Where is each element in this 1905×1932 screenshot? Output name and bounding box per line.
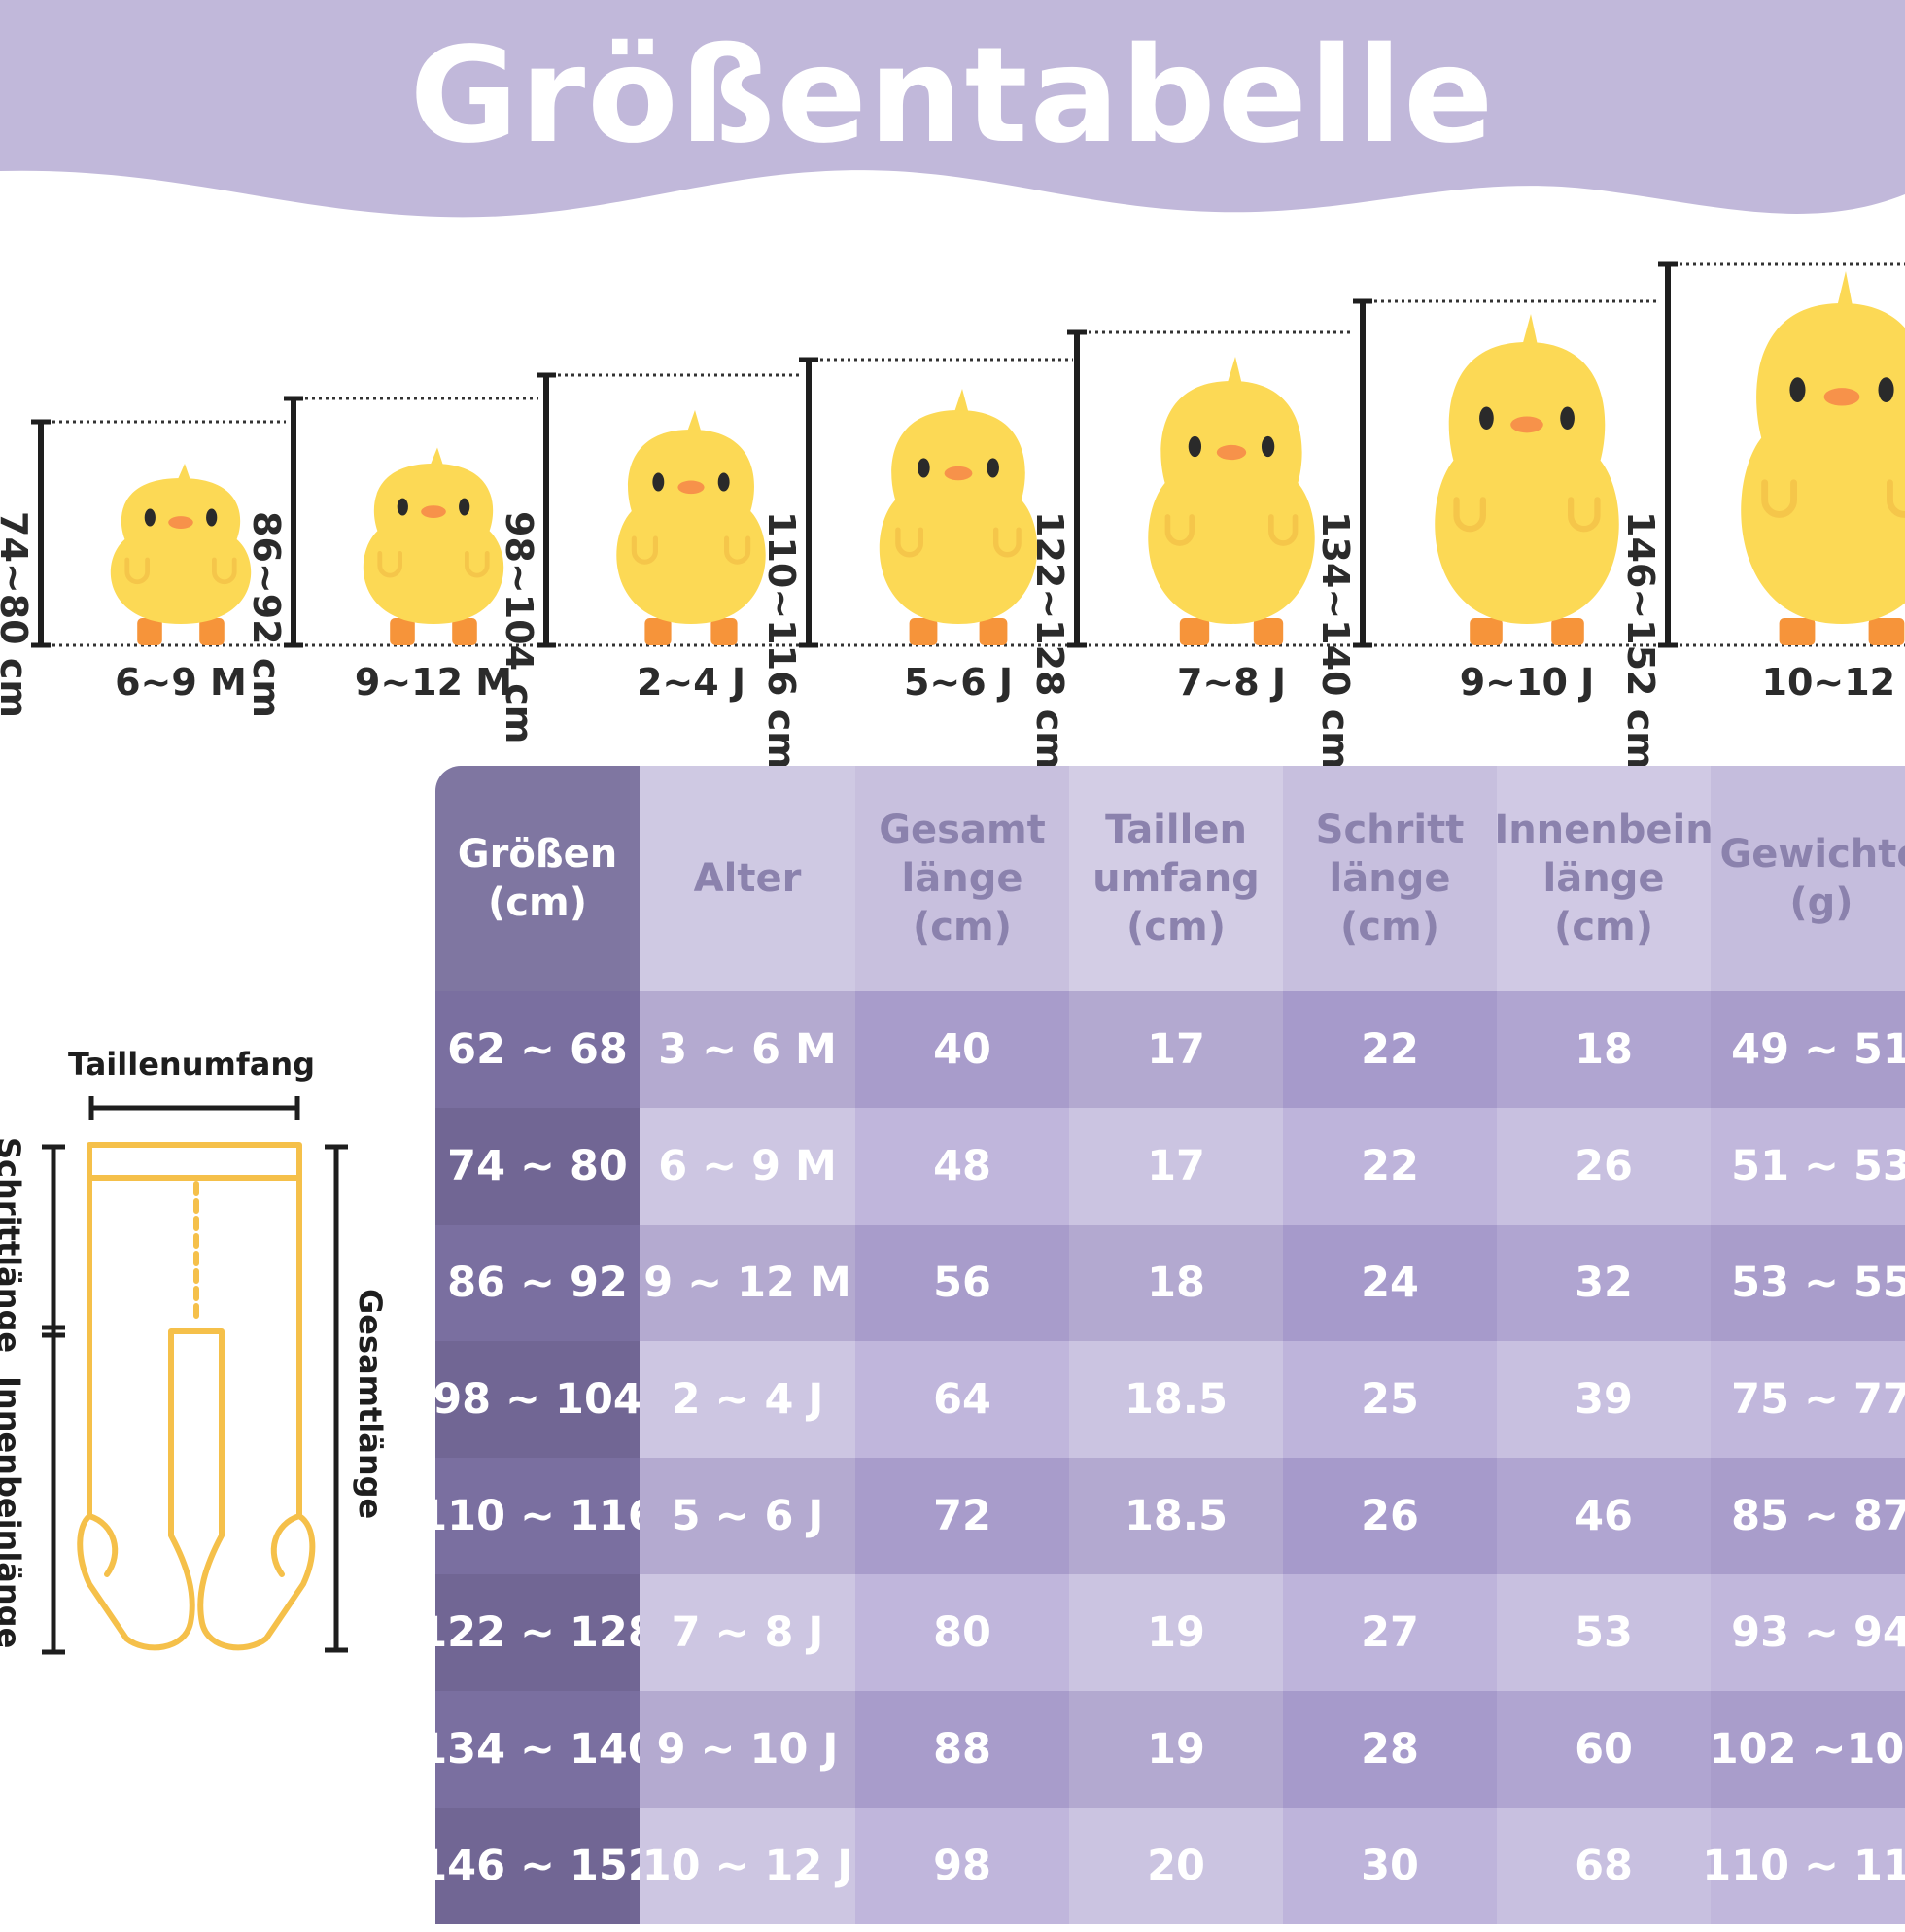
table-cell: 40	[855, 991, 1069, 1108]
table-cell: 6 ~ 9 M	[640, 1108, 855, 1225]
table-header-cell: Gewichte (g)	[1711, 766, 1905, 991]
chick-icon	[799, 357, 1073, 648]
table-header-cell: Alter	[640, 766, 855, 991]
table-cell: 39	[1497, 1341, 1711, 1458]
table-column: Taillen umfang (cm) 17 17 18 18.5 18.5 19 19 20	[1069, 766, 1283, 1932]
table-cell: 80	[855, 1574, 1069, 1691]
table-cell: 28	[1283, 1691, 1497, 1808]
table-column: Schritt länge (cm) 22 22 24 25 26 27 28 30	[1283, 766, 1497, 1932]
inseam-length-label: Innenbeinlänge	[0, 1376, 27, 1649]
table-cell: 20	[1069, 1808, 1283, 1924]
table-cell: 17	[1069, 991, 1283, 1108]
table-cell: 88	[855, 1691, 1069, 1808]
table-cell: 7 ~ 8 J	[640, 1574, 855, 1691]
chick-age-label: 5~6 J	[903, 661, 1014, 704]
table-column: Gesamt länge (cm) 40 48 56 64 72 80 88 98	[855, 766, 1069, 1932]
table-cell: 86 ~ 92	[435, 1225, 640, 1341]
header-banner: Größentabelle	[0, 0, 1905, 233]
table-cell: 30	[1283, 1808, 1497, 1924]
table-cell: 85 ~ 87	[1711, 1458, 1905, 1574]
table-column: Größen (cm) 62 ~ 68 74 ~ 80 86 ~ 92 98 ~ 104…	[435, 766, 657, 1932]
table-cell: 26	[1497, 1108, 1711, 1225]
chick-age-label: 9~10 J	[1459, 661, 1595, 704]
table-cell: 9 ~ 12 M	[640, 1225, 855, 1341]
table-cell: 48	[855, 1108, 1069, 1225]
total-length-label: Gesamtlänge	[352, 1289, 389, 1520]
table-cell: 19	[1069, 1691, 1283, 1808]
measurement-diagram: Taillenumfang Schrittlänge Innenbeinläng…	[0, 1046, 428, 1672]
table-cell: 2 ~ 4 J	[640, 1341, 855, 1458]
chick-icon	[537, 372, 801, 648]
table-column: Innenbein länge (cm) 18 26 32 39 46 53 60 68	[1494, 766, 1714, 1932]
table-cell: 18.5	[1069, 1458, 1283, 1574]
table-cell: 26	[1283, 1458, 1497, 1574]
chick-icon	[1067, 329, 1351, 648]
table-cell: 5 ~ 6 J	[640, 1458, 855, 1574]
table-cell: 72	[855, 1458, 1069, 1574]
table-cell: 74 ~ 80	[435, 1108, 640, 1225]
wavy-banner-shape	[0, 0, 1905, 218]
table-cell: 56	[855, 1225, 1069, 1341]
table-cell: 19	[1069, 1574, 1283, 1691]
table-cell: 64	[855, 1341, 1069, 1458]
table-cell: 3 ~ 6 M	[640, 991, 855, 1108]
table-cell: 17	[1069, 1108, 1283, 1225]
chick-age-label: 6~9 M	[115, 661, 247, 704]
chick-icon	[284, 396, 538, 648]
tights-diagram-graphic	[42, 1096, 348, 1655]
table-header-cell: Größen (cm)	[435, 766, 640, 991]
table-cell: 53	[1497, 1574, 1711, 1691]
chick-age-label: 10~12 J	[1761, 661, 1905, 704]
table-cell: 60	[1497, 1691, 1711, 1808]
table-cell: 75 ~ 77	[1711, 1341, 1905, 1458]
table-header-cell: Innenbein länge (cm)	[1494, 766, 1714, 991]
table-cell: 122 ~ 128	[435, 1574, 657, 1691]
table-cell: 98 ~ 104	[435, 1341, 642, 1458]
table-cell: 93 ~ 94	[1711, 1574, 1905, 1691]
chick-height-label: 146~152 cm	[1619, 511, 1662, 770]
table-cell: 22	[1283, 991, 1497, 1108]
table-cell: 18.5	[1069, 1341, 1283, 1458]
table-cell: 18	[1497, 991, 1711, 1108]
table-cell: 98	[855, 1808, 1069, 1924]
table-cell: 102 ~103	[1710, 1691, 1905, 1808]
table-cell: 22	[1283, 1108, 1497, 1225]
chick-age-label: 2~4 J	[636, 661, 746, 704]
table-cell: 110 ~ 116	[1702, 1808, 1905, 1924]
table-cell: 27	[1283, 1574, 1497, 1691]
table-cell: 46	[1497, 1458, 1711, 1574]
table-cell: 110 ~ 116	[435, 1458, 657, 1574]
table-cell: 10 ~ 12 J	[640, 1808, 855, 1924]
table-cell: 49 ~ 51	[1711, 991, 1905, 1108]
table-header-cell: Taillen umfang (cm)	[1069, 766, 1283, 991]
table-column: Gewichte (g) 49 ~ 51 51 ~ 53 53 ~ 55 75 ~ 77…	[1702, 766, 1905, 1932]
table-header-cell: Schritt länge (cm)	[1283, 766, 1497, 991]
size-table: Größen (cm) 62 ~ 68 74 ~ 80 86 ~ 92 98 ~ 104…	[435, 766, 1905, 1932]
table-header-cell: Gesamt länge (cm)	[855, 766, 1069, 991]
table-cell: 32	[1497, 1225, 1711, 1341]
crotch-length-label: Schrittlänge	[0, 1137, 27, 1354]
table-cell: 62 ~ 68	[435, 991, 640, 1108]
table-cell: 51 ~ 53	[1711, 1108, 1905, 1225]
table-cell: 9 ~ 10 J	[640, 1691, 855, 1808]
chick-age-label: 9~12 M	[354, 661, 513, 704]
table-cell: 53 ~ 55	[1711, 1225, 1905, 1341]
table-cell: 24	[1283, 1225, 1497, 1341]
chick-icon	[31, 419, 286, 648]
table-cell: 25	[1283, 1341, 1497, 1458]
chick-age-label: 7~8 J	[1176, 661, 1287, 704]
page-title: Größentabelle	[409, 19, 1496, 173]
chick-icon	[1658, 261, 1905, 648]
table-cell: 68	[1497, 1808, 1711, 1924]
waist-label: Taillenumfang	[68, 1046, 316, 1083]
table-cell: 146 ~ 152	[435, 1808, 657, 1924]
table-cell: 134 ~ 140	[435, 1691, 657, 1808]
chick-size-row: 74~80 cm 6~9 M 86~92 cm 9~12 M 98~104 cm 2~4 …	[0, 243, 1905, 770]
chick-icon	[1353, 298, 1656, 648]
table-cell: 18	[1069, 1225, 1283, 1341]
